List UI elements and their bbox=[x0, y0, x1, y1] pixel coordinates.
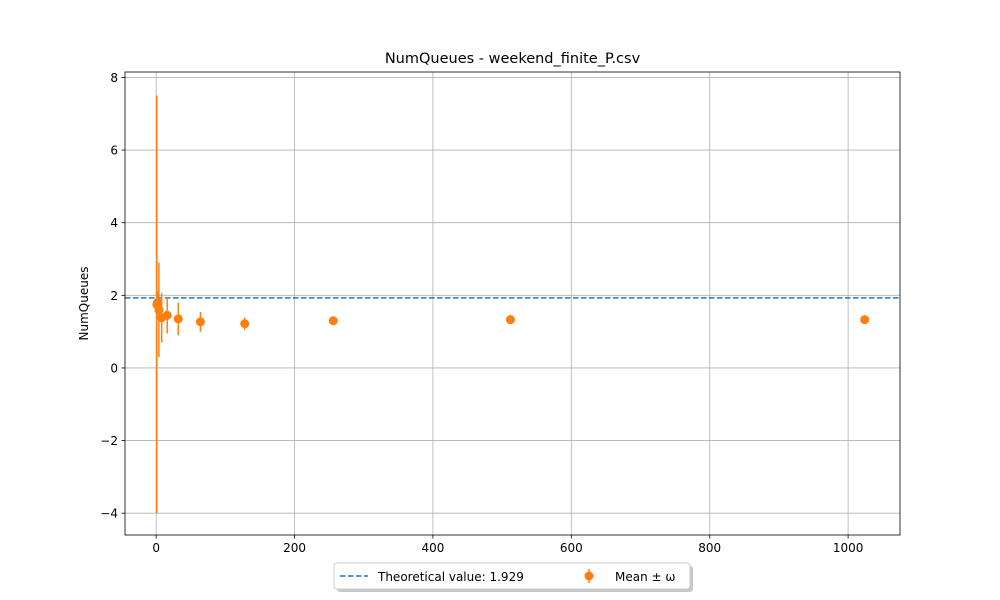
x-tick-label: 200 bbox=[283, 541, 306, 555]
y-axis: −4 −2 0 2 4 6 8 bbox=[100, 71, 125, 521]
mean-point bbox=[173, 314, 183, 324]
legend-mean-label: Mean ± ω bbox=[615, 570, 675, 584]
x-tick-label: 400 bbox=[421, 541, 444, 555]
legend: Theoretical value: 1.929 Mean ± ω bbox=[333, 562, 693, 592]
mean-point bbox=[154, 305, 164, 315]
y-axis-label: NumQueues bbox=[77, 267, 91, 341]
mean-point bbox=[328, 316, 338, 326]
mean-point bbox=[240, 319, 250, 329]
mean-point bbox=[860, 315, 870, 325]
y-tick-label: 0 bbox=[110, 361, 118, 375]
legend-mean-marker bbox=[584, 571, 594, 581]
x-axis: 0 200 400 600 800 1000 bbox=[152, 535, 863, 555]
plot-area bbox=[125, 95, 900, 514]
axes-frame bbox=[124, 71, 901, 536]
y-tick-label: 4 bbox=[110, 216, 118, 230]
mean-point bbox=[153, 298, 163, 308]
x-tick-label: 800 bbox=[698, 541, 721, 555]
y-tick-label: −4 bbox=[100, 507, 118, 521]
legend-theoretical-label: Theoretical value: 1.929 bbox=[377, 570, 524, 584]
grid bbox=[125, 72, 900, 535]
chart-title: NumQueues - weekend_finite_P.csv bbox=[385, 51, 641, 67]
mean-point bbox=[195, 317, 205, 327]
y-tick-label: −2 bbox=[100, 434, 118, 448]
legend-box bbox=[333, 562, 691, 590]
x-tick-label: 0 bbox=[152, 541, 160, 555]
y-tick-label: 6 bbox=[110, 144, 118, 158]
y-tick-label: 2 bbox=[110, 289, 118, 303]
x-tick-label: 600 bbox=[560, 541, 583, 555]
mean-point bbox=[162, 310, 172, 320]
mean-point bbox=[505, 315, 515, 325]
y-tick-label: 8 bbox=[110, 71, 118, 85]
x-tick-label: 1000 bbox=[833, 541, 864, 555]
